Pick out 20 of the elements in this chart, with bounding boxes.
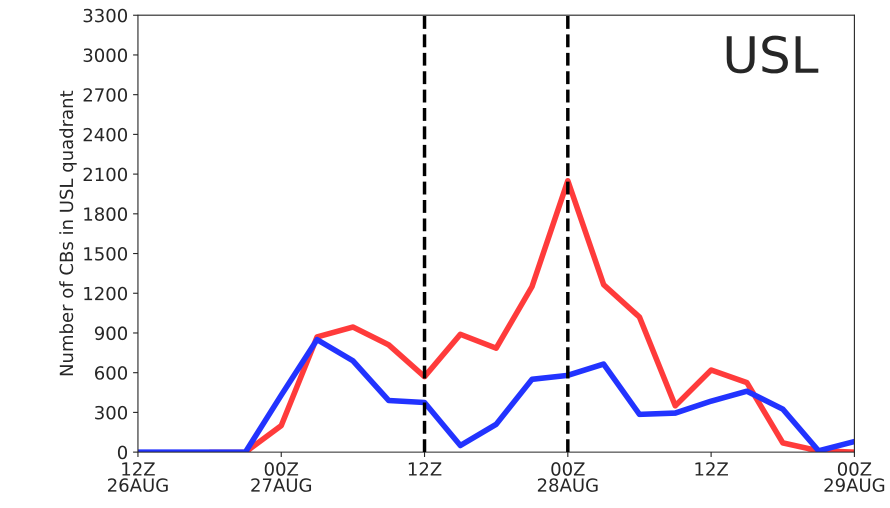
x-tick-label: 00Z 27AUG	[251, 462, 312, 492]
y-tick-label: 600	[95, 366, 128, 380]
y-tick-label: 1500	[84, 246, 128, 261]
y-tick-label: 900	[94, 326, 128, 340]
y-tick-label: 1800	[84, 207, 128, 221]
y-tick-label: 1200	[84, 286, 128, 300]
y-axis-title: Number of CBs in USL quadrant	[59, 90, 77, 376]
annotation: USL	[726, 36, 818, 74]
x-tick-label: 12Z 26AUG	[108, 462, 168, 492]
y-tick-label: 3000	[84, 48, 128, 62]
y-tick-label: 2700	[84, 88, 128, 102]
x-tick-label: 00Z 28AUG	[538, 462, 598, 492]
x-tick-label: 12Z	[408, 462, 442, 476]
y-tick-label: 0	[118, 446, 128, 460]
y-tick-label: 300	[95, 406, 128, 420]
y-tick-label: 3300	[84, 8, 128, 22]
y-tick-label: 2400	[84, 128, 128, 142]
y-tick-label: 2100	[84, 168, 128, 182]
x-tick-label: 00Z 29AUG	[824, 462, 884, 492]
x-tick-label: 12Z	[695, 462, 728, 476]
